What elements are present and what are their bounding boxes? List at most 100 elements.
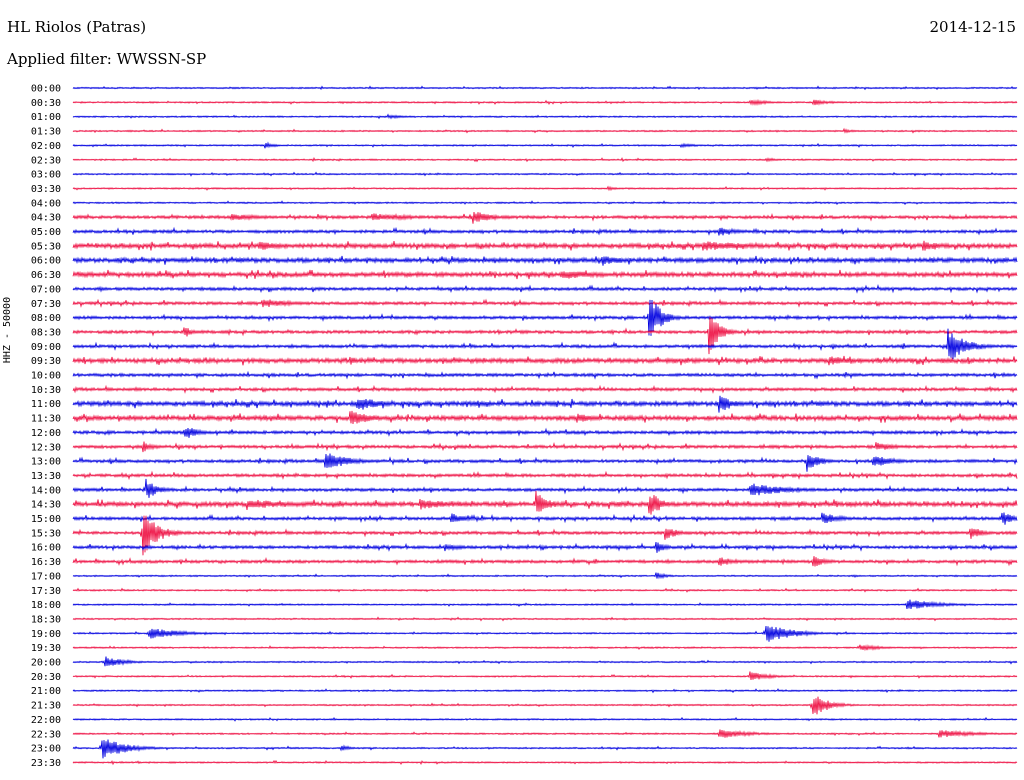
- row-label: 15:30: [31, 528, 61, 539]
- row-label: 06:30: [31, 270, 61, 281]
- row-label: 00:00: [31, 84, 61, 95]
- trace-row: [72, 729, 1018, 738]
- trace-row: [72, 370, 1018, 380]
- row-label: 13:00: [31, 457, 61, 468]
- trace-row: [72, 384, 1018, 394]
- row-label: 14:30: [31, 500, 61, 511]
- trace-row: [72, 141, 1018, 149]
- row-label: 18:30: [31, 614, 61, 625]
- row-label: 16:30: [31, 557, 61, 568]
- trace-row: [72, 395, 1018, 413]
- row-label: 11:30: [31, 414, 61, 425]
- trace-row: [72, 157, 1018, 163]
- row-label: 05:30: [31, 241, 61, 252]
- row-label: 09:00: [31, 342, 61, 353]
- row-label: 13:30: [31, 471, 61, 482]
- row-label: 17:30: [31, 586, 61, 597]
- trace-row: [72, 587, 1018, 593]
- row-label: 08:00: [31, 313, 61, 324]
- trace-row: [72, 98, 1018, 107]
- row-label: 03:30: [31, 184, 61, 195]
- row-label: 17:00: [31, 571, 61, 582]
- trace-row: [72, 113, 1018, 120]
- row-label: 07:30: [31, 299, 61, 310]
- trace-row: [72, 478, 1018, 498]
- trace-row: [72, 240, 1018, 251]
- trace-row: [72, 625, 1018, 642]
- trace-row: [72, 739, 1018, 759]
- trace-row: [72, 269, 1018, 280]
- trace-row: [72, 572, 1018, 580]
- row-label: 18:00: [31, 600, 61, 611]
- trace-row: [72, 355, 1018, 366]
- trace-row: [72, 542, 1018, 553]
- row-label: 12:00: [31, 428, 61, 439]
- row-label: 21:30: [31, 701, 61, 712]
- row-label: 16:00: [31, 543, 61, 554]
- row-label: 02:00: [31, 141, 61, 152]
- row-label: 04:00: [31, 198, 61, 209]
- row-label: 10:00: [31, 371, 61, 382]
- row-label: 03:00: [31, 170, 61, 181]
- date-label: 2014-12-15: [929, 18, 1016, 36]
- trace-row: [72, 127, 1018, 134]
- row-label: 02:30: [31, 155, 61, 166]
- row-label: 06:00: [31, 256, 61, 267]
- station-title: HL Riolos (Patras): [7, 18, 147, 36]
- row-label: 21:00: [31, 686, 61, 697]
- trace-row: [72, 317, 1018, 355]
- trace-row: [72, 85, 1018, 91]
- trace-row: [72, 490, 1018, 515]
- trace-row: [72, 427, 1018, 438]
- row-label: 19:00: [31, 629, 61, 640]
- row-label: 09:30: [31, 356, 61, 367]
- row-label: 19:30: [31, 643, 61, 654]
- row-label: 23:00: [31, 744, 61, 755]
- trace-row: [72, 616, 1018, 622]
- row-label: 01:30: [31, 127, 61, 138]
- trace-row: [72, 556, 1018, 567]
- row-label: 08:30: [31, 327, 61, 338]
- row-label: 10:30: [31, 385, 61, 396]
- trace-row: [72, 512, 1018, 525]
- trace-row: [72, 453, 1018, 472]
- trace-row: [72, 328, 1018, 360]
- row-label: 15:00: [31, 514, 61, 525]
- trace-row: [72, 696, 1018, 715]
- trace-row: [72, 171, 1018, 177]
- row-label: 04:30: [31, 213, 61, 224]
- row-label: 01:00: [31, 112, 61, 123]
- row-label: 05:00: [31, 227, 61, 238]
- trace-row: [72, 185, 1018, 192]
- row-label: 23:30: [31, 758, 61, 769]
- row-label: 20:00: [31, 658, 61, 669]
- trace-row: [72, 470, 1018, 481]
- trace-row: [72, 688, 1018, 694]
- trace-row: [72, 226, 1018, 236]
- trace-row: [72, 410, 1018, 425]
- row-label: 12:30: [31, 442, 61, 453]
- trace-row: [72, 656, 1018, 667]
- row-labels: 00:00 00:30 01:00 01:30 02:00 02:30 03:00 03:30…: [31, 84, 61, 769]
- row-label: 22:30: [31, 729, 61, 740]
- row-label: 22:00: [31, 715, 61, 726]
- trace-row: [72, 716, 1018, 722]
- trace-row: [72, 255, 1018, 266]
- traces: [72, 85, 1018, 766]
- trace-row: [72, 441, 1018, 453]
- filter-label: Applied filter: WWSSN-SP: [7, 50, 207, 68]
- trace-row: [72, 212, 1018, 224]
- trace-row: [72, 599, 1018, 609]
- trace-row: [72, 671, 1018, 681]
- trace-row: [72, 515, 1018, 556]
- trace-row: [72, 200, 1018, 206]
- trace-row: [72, 298, 1018, 308]
- row-label: 00:30: [31, 98, 61, 109]
- row-label: 14:00: [31, 485, 61, 496]
- row-label: 20:30: [31, 672, 61, 683]
- trace-row: [72, 299, 1018, 336]
- trace-row: [72, 759, 1018, 766]
- trace-row: [72, 644, 1018, 652]
- trace-row: [72, 284, 1018, 294]
